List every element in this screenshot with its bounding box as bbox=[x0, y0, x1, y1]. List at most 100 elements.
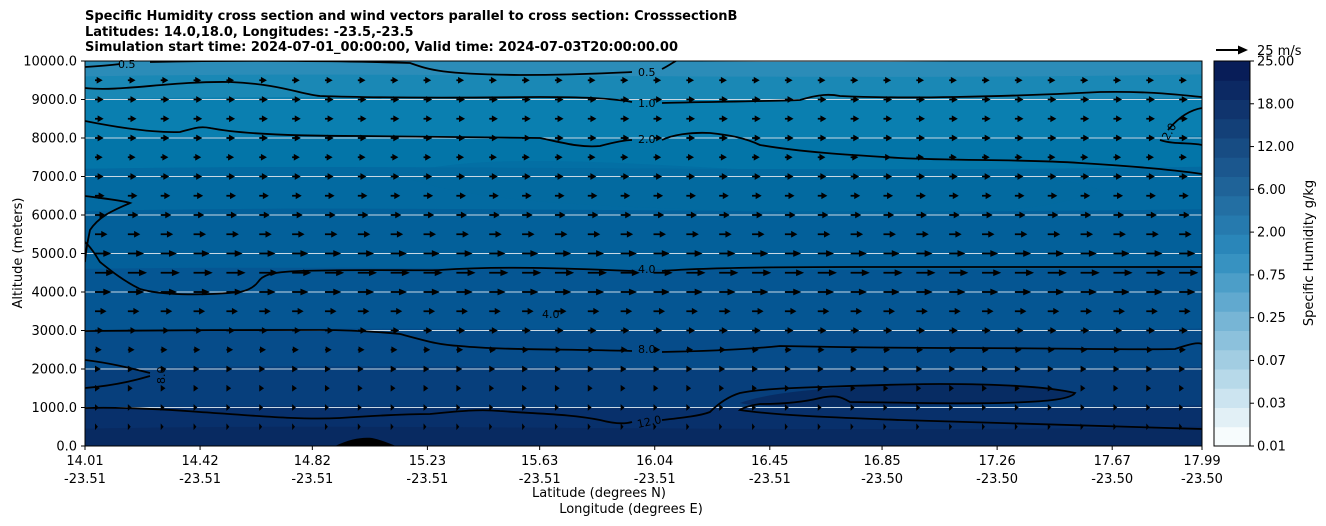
wind-vector bbox=[1113, 269, 1133, 277]
wind-vector bbox=[784, 96, 794, 103]
wind-vector bbox=[193, 346, 201, 354]
wind-vector bbox=[1014, 404, 1019, 411]
wind-vector bbox=[850, 269, 870, 277]
wind-vector bbox=[1047, 365, 1054, 373]
wind-vector bbox=[817, 307, 830, 315]
colorbar-tick-label: 25.00 bbox=[1257, 55, 1294, 70]
wind-vector bbox=[719, 211, 730, 219]
wind-vector bbox=[292, 230, 305, 238]
wind-vector bbox=[390, 269, 410, 277]
wind-vector bbox=[916, 288, 933, 296]
wind-vector bbox=[916, 365, 923, 373]
x-tick-label-lon: -23.50 bbox=[1091, 472, 1133, 487]
wind-vector bbox=[423, 173, 433, 180]
wind-vector bbox=[1014, 269, 1035, 277]
wind-vector bbox=[1047, 404, 1052, 411]
wind-vector bbox=[95, 192, 105, 200]
wind-vector bbox=[982, 365, 988, 373]
wind-vector bbox=[1146, 134, 1155, 142]
contour-8.0 bbox=[85, 329, 1202, 353]
wind-vector bbox=[587, 327, 597, 334]
wind-vector bbox=[982, 76, 990, 84]
wind-vector bbox=[522, 76, 530, 84]
wind-vector bbox=[817, 134, 827, 142]
wind-vector bbox=[193, 384, 199, 392]
wind-vector bbox=[1014, 250, 1032, 257]
wind-vector bbox=[817, 250, 835, 257]
wind-vector bbox=[620, 173, 630, 180]
wind-vector bbox=[1179, 134, 1188, 142]
wind-vector bbox=[390, 211, 402, 219]
wind-vector bbox=[522, 269, 542, 277]
wind-vector bbox=[916, 404, 921, 411]
title-line-1: Specific Humidity cross section and wind… bbox=[85, 9, 738, 24]
wind-vector bbox=[1113, 211, 1125, 219]
humidity-anomaly-moist-pocket bbox=[740, 384, 1075, 407]
wind-vector bbox=[1113, 365, 1120, 373]
wind-vector bbox=[817, 192, 828, 200]
wind-vector bbox=[653, 346, 661, 354]
wind-vector bbox=[850, 134, 860, 142]
wind-vector bbox=[456, 404, 461, 411]
wind-vector bbox=[226, 365, 233, 373]
wind-vector bbox=[883, 404, 888, 411]
wind-vector bbox=[620, 423, 624, 431]
wind-vector bbox=[324, 211, 336, 219]
wind-vector bbox=[259, 288, 276, 296]
wind-vector bbox=[784, 404, 789, 411]
wind-vector bbox=[1047, 153, 1056, 161]
wind-vector bbox=[1113, 250, 1130, 257]
wind-vector bbox=[292, 307, 304, 315]
wind-vector bbox=[95, 115, 104, 123]
wind-vector bbox=[620, 153, 629, 161]
wind-vector bbox=[127, 173, 137, 180]
wind-vector bbox=[226, 115, 236, 123]
wind-vector bbox=[719, 230, 732, 238]
wind-vector bbox=[324, 404, 329, 411]
wind-vector bbox=[160, 230, 174, 238]
wind-vector bbox=[916, 76, 925, 84]
wind-vector bbox=[982, 192, 992, 200]
wind-vector bbox=[752, 250, 769, 257]
wind-vector bbox=[127, 288, 145, 296]
wind-vector bbox=[1080, 211, 1092, 219]
x-tick-label-lat: 16.45 bbox=[751, 454, 788, 469]
contour-label-0.5-left: 0.5 bbox=[118, 58, 136, 71]
wind-vector bbox=[752, 404, 756, 411]
wind-vector bbox=[160, 307, 173, 315]
wind-vector bbox=[883, 192, 894, 200]
wind-vector bbox=[292, 96, 301, 103]
wind-vector bbox=[456, 288, 473, 296]
wind-vector bbox=[1179, 404, 1183, 411]
wind-vector bbox=[982, 250, 999, 257]
wind-vector bbox=[653, 384, 659, 392]
wind-vector bbox=[1047, 76, 1056, 84]
wind-vector bbox=[653, 365, 660, 373]
wind-vector bbox=[850, 153, 859, 161]
wind-vector bbox=[390, 288, 407, 296]
colorbar-tick-label: 12.00 bbox=[1257, 140, 1294, 155]
wind-vector bbox=[1146, 211, 1157, 219]
wind-vector bbox=[784, 192, 795, 200]
wind-vector bbox=[653, 269, 673, 277]
wind-vector bbox=[226, 404, 231, 411]
wind-vector bbox=[226, 134, 236, 142]
wind-vector bbox=[292, 269, 312, 277]
wind-vector bbox=[850, 230, 864, 238]
wind-vector bbox=[719, 134, 728, 142]
wind-vector bbox=[160, 250, 178, 257]
contour-4.0-right bbox=[661, 266, 1202, 272]
wind-vector bbox=[1080, 307, 1093, 315]
wind-vector bbox=[357, 423, 361, 431]
wind-vector bbox=[916, 423, 920, 431]
wind-vector bbox=[620, 192, 631, 200]
wind-vector bbox=[259, 250, 276, 257]
wind-vector bbox=[1179, 269, 1199, 277]
wind-vector bbox=[1080, 288, 1097, 296]
wind-vector bbox=[390, 384, 396, 392]
wind-vector bbox=[1047, 192, 1058, 200]
wind-vector bbox=[127, 365, 134, 373]
wind-vector bbox=[127, 307, 140, 315]
wind-vector bbox=[357, 250, 375, 257]
wind-vector bbox=[982, 173, 991, 180]
